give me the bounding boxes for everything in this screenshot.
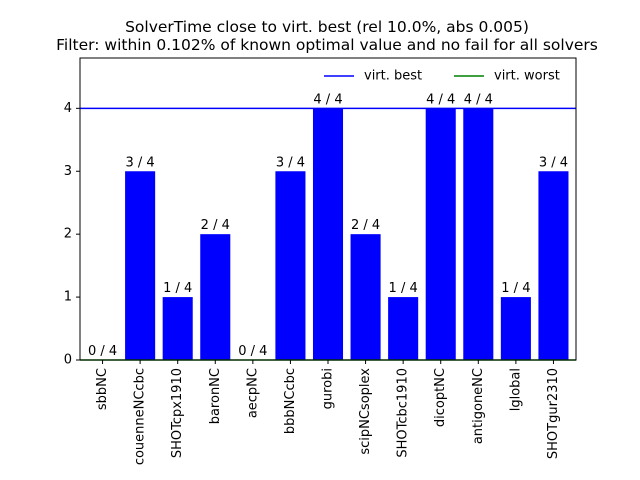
chart-title-line-2: Filter: within 0.102% of known optimal v… [56, 36, 598, 54]
x-tick-label-lglobal: lglobal [508, 368, 523, 411]
bar-gurobi [312, 108, 344, 360]
bar-shotgur2310 [538, 171, 569, 360]
bar-shotcbc1910 [388, 297, 419, 360]
x-tick-label-scipncsoplex: scipNCsoplex [358, 368, 373, 455]
data-label-shotcpx1910: 1 / 4 [163, 281, 192, 296]
data-label-shotgur2310: 3 / 4 [539, 155, 568, 170]
data-label-antigonenc: 4 / 4 [464, 92, 493, 107]
data-label-sbbnc: 0 / 4 [88, 344, 117, 359]
x-tick-label-shotcbc1910: SHOTcbc1910 [396, 368, 411, 458]
x-tick-label-bbbnccbc: bbbNCcbc [283, 368, 298, 434]
data-label-dicoptnc: 4 / 4 [426, 92, 455, 107]
y-tick-label-2: 2 [64, 227, 72, 242]
legend: virt. best virt. worst [324, 69, 560, 84]
x-tick-label-shotgur2310: SHOTgur2310 [546, 368, 561, 459]
bar-dicoptnc [425, 108, 456, 360]
x-tick-label-shotcpx1910: SHOTcpx1910 [170, 368, 185, 458]
data-label-lglobal: 1 / 4 [501, 281, 530, 296]
data-label-couennenccbc: 3 / 4 [126, 155, 155, 170]
y-tick-label-4: 4 [64, 101, 72, 116]
data-label-gurobi: 4 / 4 [313, 92, 342, 107]
x-tick-label-couennenccbc: couenneNCcbc [133, 368, 148, 465]
x-tick-label-antigonenc: antigoneNC [471, 368, 486, 444]
bar-couennenccbc [125, 171, 156, 360]
data-label-shotcbc1910: 1 / 4 [389, 281, 418, 296]
data-label-bbbnccbc: 3 / 4 [276, 155, 305, 170]
bars-group [125, 108, 569, 360]
legend-label-virt-best: virt. best [364, 69, 422, 84]
x-tick-label-aecpnc: aecpNC [245, 368, 260, 418]
data-label-aecpnc: 0 / 4 [238, 344, 267, 359]
bar-antigonenc [463, 108, 494, 360]
bar-baronnc [200, 234, 231, 360]
legend-label-virt-worst: virt. worst [494, 69, 560, 84]
x-tick-label-sbbnc: sbbNC [95, 368, 110, 410]
data-label-scipncsoplex: 2 / 4 [351, 218, 380, 233]
data-label-baronnc: 2 / 4 [201, 218, 230, 233]
data-labels-group: 0 / 4 3 / 4 1 / 4 2 / 4 0 / 4 3 / 4 4 / 4 2 / 4… [88, 92, 568, 359]
bar-scipncsoplex [350, 234, 381, 360]
bar-shotcpx1910 [162, 297, 193, 360]
x-tick-label-dicoptnc: dicoptNC [433, 368, 448, 427]
y-tick-label-3: 3 [64, 164, 72, 179]
y-tick-label-0: 0 [64, 353, 72, 368]
bar-lglobal [500, 297, 531, 360]
bar-bbbnccbc [275, 171, 306, 360]
chart-title-line-1: SolverTime close to virt. best (rel 10.0… [125, 18, 529, 36]
y-axis: 0 1 2 3 4 [64, 101, 80, 368]
x-tick-label-baronnc: baronNC [208, 368, 223, 424]
x-axis: sbbNC couenneNCcbc SHOTcpx1910 baronNC aecpN… [95, 360, 561, 465]
chart-title: SolverTime close to virt. best (rel 10.0… [56, 18, 598, 54]
y-tick-label-1: 1 [64, 290, 72, 305]
x-tick-label-gurobi: gurobi [321, 368, 336, 409]
